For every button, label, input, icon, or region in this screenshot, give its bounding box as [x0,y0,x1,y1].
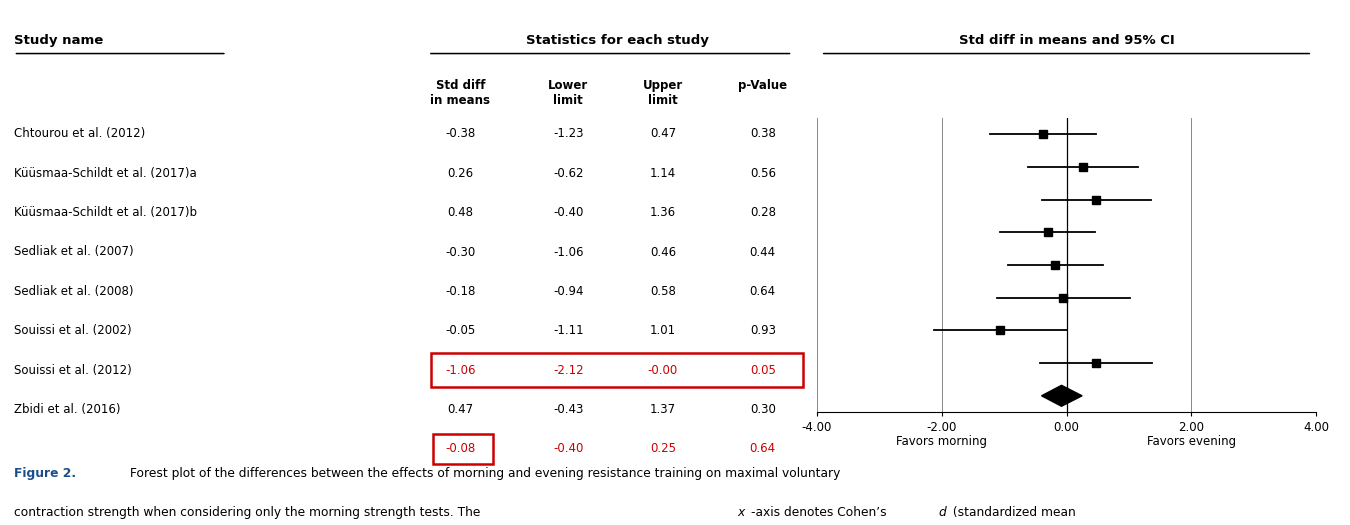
Text: 0.47: 0.47 [649,128,676,140]
Text: Küüsmaa-Schildt et al. (2017)a: Küüsmaa-Schildt et al. (2017)a [14,167,196,180]
Text: -0.18: -0.18 [446,285,475,298]
Text: Lower
limit: Lower limit [548,79,589,107]
Polygon shape [1042,385,1083,406]
Text: 0.64: 0.64 [749,285,776,298]
Text: 1.36: 1.36 [649,206,676,219]
Text: Chtourou et al. (2012): Chtourou et al. (2012) [14,128,144,140]
Text: 0.25: 0.25 [649,443,676,455]
Text: 1.37: 1.37 [649,403,676,416]
Text: 0.64: 0.64 [749,443,776,455]
Text: Study name: Study name [14,34,103,47]
Text: -1.06: -1.06 [554,246,583,258]
Text: Sedliak et al. (2008): Sedliak et al. (2008) [14,285,134,298]
Text: contraction strength when considering only the morning strength tests. The: contraction strength when considering on… [14,506,483,519]
Text: -axis denotes Cohen’s: -axis denotes Cohen’s [751,506,890,519]
Text: Souissi et al. (2012): Souissi et al. (2012) [14,364,131,376]
Text: -2.12: -2.12 [554,364,583,376]
Text: Std diff
in means: Std diff in means [431,79,490,107]
Text: p-Value: p-Value [738,79,787,92]
Text: 0.56: 0.56 [749,167,776,180]
Text: Favors evening: Favors evening [1146,435,1237,448]
Text: Sedliak et al. (2007): Sedliak et al. (2007) [14,246,134,258]
Text: 0.93: 0.93 [749,324,776,337]
Text: 0.28: 0.28 [749,206,776,219]
Text: Upper
limit: Upper limit [643,79,683,107]
Text: -0.38: -0.38 [446,128,475,140]
Text: -0.43: -0.43 [554,403,583,416]
Text: 1.01: 1.01 [649,324,676,337]
Text: -0.62: -0.62 [554,167,583,180]
Text: 1.14: 1.14 [649,167,676,180]
Text: 0.46: 0.46 [649,246,676,258]
Text: -1.23: -1.23 [554,128,583,140]
Text: Zbidi et al. (2016): Zbidi et al. (2016) [14,403,120,416]
Text: d: d [938,506,946,519]
Text: x: x [737,506,744,519]
Text: 0.48: 0.48 [447,206,474,219]
Text: Favors morning: Favors morning [896,435,987,448]
Text: -0.05: -0.05 [446,324,475,337]
Text: -0.08: -0.08 [446,443,475,455]
Text: (standardized mean: (standardized mean [949,506,1076,519]
Text: 0.44: 0.44 [749,246,776,258]
Text: -0.30: -0.30 [446,246,475,258]
Text: Küüsmaa-Schildt et al. (2017)b: Küüsmaa-Schildt et al. (2017)b [14,206,197,219]
Text: Forest plot of the differences between the effects of morning and evening resist: Forest plot of the differences between t… [126,467,840,480]
Text: -0.00: -0.00 [648,364,678,376]
Text: -1.11: -1.11 [554,324,583,337]
Text: -0.40: -0.40 [554,206,583,219]
Text: 0.38: 0.38 [749,128,776,140]
Text: 0.26: 0.26 [447,167,474,180]
Text: Souissi et al. (2002): Souissi et al. (2002) [14,324,131,337]
Text: Statistics for each study: Statistics for each study [526,34,709,47]
Text: Std diff in means and 95% CI: Std diff in means and 95% CI [958,34,1174,47]
Text: 0.47: 0.47 [447,403,474,416]
Text: -0.94: -0.94 [554,285,583,298]
Text: Figure 2.: Figure 2. [14,467,76,480]
Text: 0.30: 0.30 [749,403,776,416]
Text: -1.06: -1.06 [446,364,475,376]
Text: -0.40: -0.40 [554,443,583,455]
Text: 0.05: 0.05 [749,364,776,376]
Text: 0.58: 0.58 [649,285,676,298]
